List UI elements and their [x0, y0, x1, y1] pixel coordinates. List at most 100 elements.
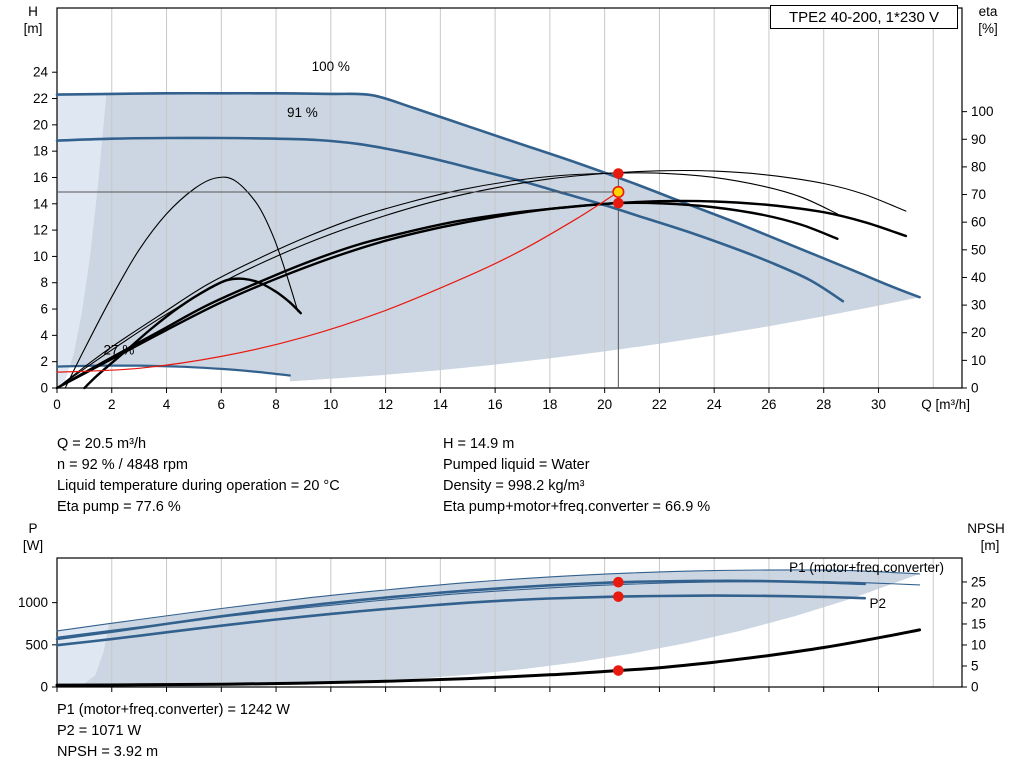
y2-tick-label: 50: [971, 242, 986, 257]
p1-curve-100pct: [56, 569, 921, 632]
y2-tick-label: 40: [971, 270, 986, 285]
y2-axis-unit: [m]: [981, 538, 1000, 553]
y1-tick-label: 1000: [18, 595, 48, 610]
operating-envelope: [57, 93, 920, 382]
x-tick-label: 2: [108, 397, 116, 412]
x-tick-label: 10: [323, 397, 338, 412]
plot-frame: [56, 557, 963, 688]
y1-tick-label: 14: [33, 196, 49, 211]
head-flow-chart: 0 2 4 6 8 10 12 14 16 18 20 22 24 26 28 300246810121416…: [24, 4, 998, 412]
y1-tick-label: 6: [40, 302, 48, 317]
y1-tick-label: 12: [33, 223, 48, 238]
x-tick-label: 14: [433, 397, 449, 412]
y1-axis-unit: [W]: [23, 538, 43, 553]
y1-tick-label: 500: [25, 637, 48, 652]
x-tick-label: 18: [542, 397, 557, 412]
x-tick-label: 6: [218, 397, 226, 412]
y2-tick-label: 0: [971, 680, 979, 695]
p2-duty-marker: [613, 591, 624, 602]
y2-tick-label: 0: [971, 381, 979, 396]
y2-tick-label: 60: [971, 215, 986, 230]
y2-tick-label: 15: [971, 616, 986, 631]
x-tick-label: 0: [53, 397, 61, 412]
npsh-duty-marker: [613, 665, 624, 676]
plot-frame: [56, 7, 963, 389]
info-eta-pump: Eta pump = 77.6 %: [57, 499, 181, 515]
power-low-flow-region: [57, 623, 109, 687]
x-axis-title: Q [m³/h]: [921, 397, 970, 412]
y2-axis-title: NPSH: [967, 521, 1005, 536]
info-pumped-liquid: Pumped liquid = Water: [443, 457, 590, 473]
power-npsh-results: P1 (motor+freq.converter) = 1242 W P2 = …: [57, 700, 290, 763]
y1-tick-label: 0: [40, 680, 48, 695]
x-tick-label: 16: [488, 397, 503, 412]
eta-total-curve-27pct: [83, 277, 302, 390]
p1-curve-label: P1 (motor+freq.converter): [789, 560, 944, 575]
y1-tick-label: 10: [33, 249, 48, 264]
result-p2: P2 = 1071 W: [57, 723, 142, 739]
pump-curve-91pct: [55, 136, 845, 303]
x-tick-label: 20: [597, 397, 612, 412]
y2-tick-label: 20: [971, 325, 986, 340]
y2-tick-label: 80: [971, 159, 986, 174]
speed-label-100: 100 %: [312, 59, 350, 74]
y1-tick-label: 20: [33, 117, 48, 132]
info-speed: n = 92 % / 4848 rpm: [57, 457, 188, 473]
y1-tick-label: 0: [40, 381, 48, 396]
y1-tick-label: 22: [33, 91, 48, 106]
y2-tick-label: 100: [971, 104, 994, 119]
x-tick-label: 12: [378, 397, 393, 412]
info-flow: Q = 20.5 m³/h: [57, 436, 147, 452]
eta-pump-duty-marker: [613, 168, 624, 179]
duty-info-left-column: Q = 20.5 m³/h n = 92 % / 4848 rpm Liquid…: [57, 434, 443, 518]
x-tick-label: 30: [871, 397, 886, 412]
power-npsh-chart: 0 500 1000 0 5 10 15 20 25 P1 (motor+freq.convert…: [18, 521, 1005, 695]
eta-total-duty-marker: [613, 197, 624, 209]
y1-tick-label: 16: [33, 170, 48, 185]
y1-axis-unit: [m]: [24, 21, 43, 36]
y2-axis-title: eta: [979, 4, 998, 19]
y2-tick-label: 20: [971, 595, 986, 610]
p1-duty-marker: [613, 576, 624, 588]
x-tick-label: 22: [652, 397, 667, 412]
result-npsh: NPSH = 3.92 m: [57, 744, 159, 760]
info-head: H = 14.9 m: [443, 436, 515, 452]
eta-total-curve-100pct: [55, 199, 908, 390]
eta-total-curve-duty: [55, 201, 839, 390]
x-tick-label: 4: [163, 397, 171, 412]
power-envelope: [57, 569, 920, 687]
y2-tick-label: 70: [971, 187, 986, 202]
y1-axis-title: P: [28, 521, 37, 536]
npsh-curve: [55, 628, 922, 687]
y2-tick-label: 90: [971, 132, 986, 147]
info-eta-total: Eta pump+motor+freq.converter = 66.9 %: [443, 499, 711, 515]
y1-tick-label: 24: [33, 65, 49, 80]
system-curve: [56, 191, 619, 373]
y1-tick-label: 2: [40, 354, 48, 369]
y2-tick-label: 5: [971, 658, 979, 673]
x-tick-label: 26: [761, 397, 776, 412]
speed-label-91: 91 %: [287, 105, 318, 120]
eta-pump-curve-27pct: [64, 176, 299, 389]
result-p1: P1 (motor+freq.converter) = 1242 W: [57, 702, 290, 718]
x-tick-label: 24: [707, 397, 723, 412]
p2-curve-duty: [55, 594, 867, 647]
duty-point-info: Q = 20.5 m³/h n = 92 % / 4848 rpm Liquid…: [57, 434, 829, 518]
y2-tick-label: 30: [971, 298, 986, 313]
low-flow-region: [57, 94, 107, 388]
y1-tick-label: 4: [40, 328, 48, 343]
x-tick-label: 28: [816, 397, 831, 412]
y2-tick-label: 10: [971, 353, 986, 368]
duty-point-marker: [612, 185, 625, 199]
y1-tick-label: 8: [40, 275, 48, 290]
x-tick-label: 8: [272, 397, 280, 412]
y1-axis-title: H: [28, 4, 38, 19]
duty-info-right-column: H = 14.9 m Pumped liquid = Water Density…: [443, 434, 829, 518]
info-liquid-temperature: Liquid temperature during operation = 20…: [57, 478, 340, 494]
speed-label-27: 27 %: [104, 342, 135, 357]
y2-tick-label: 25: [971, 574, 986, 589]
pump-curve-100pct: [55, 91, 921, 299]
y1-tick-label: 18: [33, 144, 48, 159]
p2-curve-label: P2: [869, 596, 886, 611]
